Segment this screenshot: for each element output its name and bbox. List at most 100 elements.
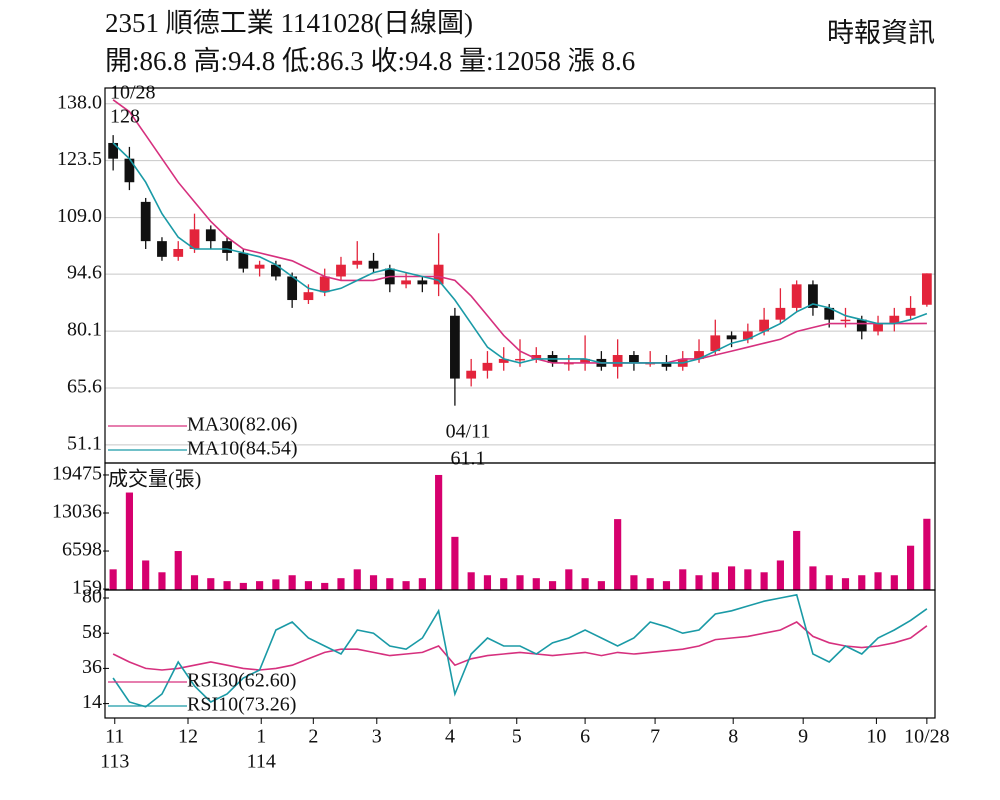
line [112,142,928,364]
candle-body [189,229,200,249]
bar [776,560,784,590]
candle-body [661,362,672,367]
y-tick-label: 138.0 [57,91,102,113]
candle-body [612,355,623,367]
y-tick-label: 36 [82,656,102,678]
candle-body [921,273,932,305]
candle-body [238,252,249,269]
bar [532,578,540,590]
candle-body [417,280,428,285]
bar [256,581,264,590]
bar [793,530,801,590]
bar [239,582,247,590]
y-tick-label: 65.6 [67,376,102,398]
legend-label: MA10(84.54) [187,438,298,460]
bar [142,560,150,590]
candle-body [466,370,477,379]
bar [907,545,915,590]
x-tick-label: 5 [512,726,522,748]
candle-body [629,355,639,363]
candle-body [759,319,769,332]
bar [272,579,280,590]
bar [109,569,117,590]
bar [923,518,931,590]
bar [646,578,654,590]
line [112,621,928,671]
bar [662,581,671,590]
candle-body [742,331,753,340]
candle-body [254,264,265,269]
bar [500,578,508,590]
bar [711,572,719,590]
y-tick-label: 80.1 [67,319,102,341]
annotation: 10/28 [110,82,156,104]
candle-body [368,260,379,269]
bar [321,582,329,590]
bar [841,578,850,590]
y-tick-label: 58 [82,621,102,643]
panel-frame [104,87,936,464]
candle-body [433,264,444,285]
bar [337,578,345,590]
bar [483,575,492,590]
candle-body [336,264,346,277]
annotation: 04/11 [446,421,491,443]
bar [890,575,898,590]
candle-body [515,358,525,361]
candle-body [775,307,786,320]
candle-body [205,229,216,242]
x-tick-label: 4 [445,726,455,748]
x-tick-label: 9 [798,726,808,748]
candle-body [840,319,851,322]
candle-body [303,292,314,301]
bar [174,551,182,590]
bar [825,575,833,590]
chart-title: 2351 順德工業 1141028(日線圖) [105,8,473,38]
x-tick-label: 8 [728,726,738,748]
bar [223,581,231,590]
bar [288,575,296,590]
candle-body [808,284,818,308]
candle-body [108,142,119,159]
candle-body [694,351,704,359]
year-label: 114 [247,751,276,773]
bar [614,519,622,590]
candle-body [580,358,590,363]
bar [304,581,313,590]
bar [809,566,817,590]
bar [695,575,703,590]
y-tick-label: 80 [82,586,102,608]
bar [679,569,687,590]
line [112,593,928,708]
bar [435,474,443,590]
x-tick-label: 3 [372,726,382,748]
candle-body [173,248,184,257]
y-tick-label: 51.1 [67,433,102,455]
bar [369,575,378,590]
x-tick-label: 12 [178,726,198,748]
x-tick-label: 2 [308,726,318,748]
bar [565,569,573,590]
x-tick-label: 10/28 [904,726,950,748]
candle-body [140,201,151,242]
bar [548,581,557,590]
candle-body [482,362,493,371]
bar [451,536,459,590]
candle-body [401,280,411,285]
source: 時報資訊 [827,18,935,48]
bar [727,566,736,590]
legend-label: RSI30(62.60) [187,670,296,692]
candle-body [124,158,135,183]
candle-body [271,264,281,277]
bar [402,581,410,590]
bar [760,572,768,590]
y-tick-label: 19475 [52,463,102,485]
x-tick-label: 7 [650,726,660,748]
x-tick-label: 10 [866,726,886,748]
bar [207,578,215,590]
line [112,99,927,364]
bar [418,578,426,590]
year-label: 113 [100,751,129,773]
bar [597,581,605,590]
candle-body [352,260,363,265]
